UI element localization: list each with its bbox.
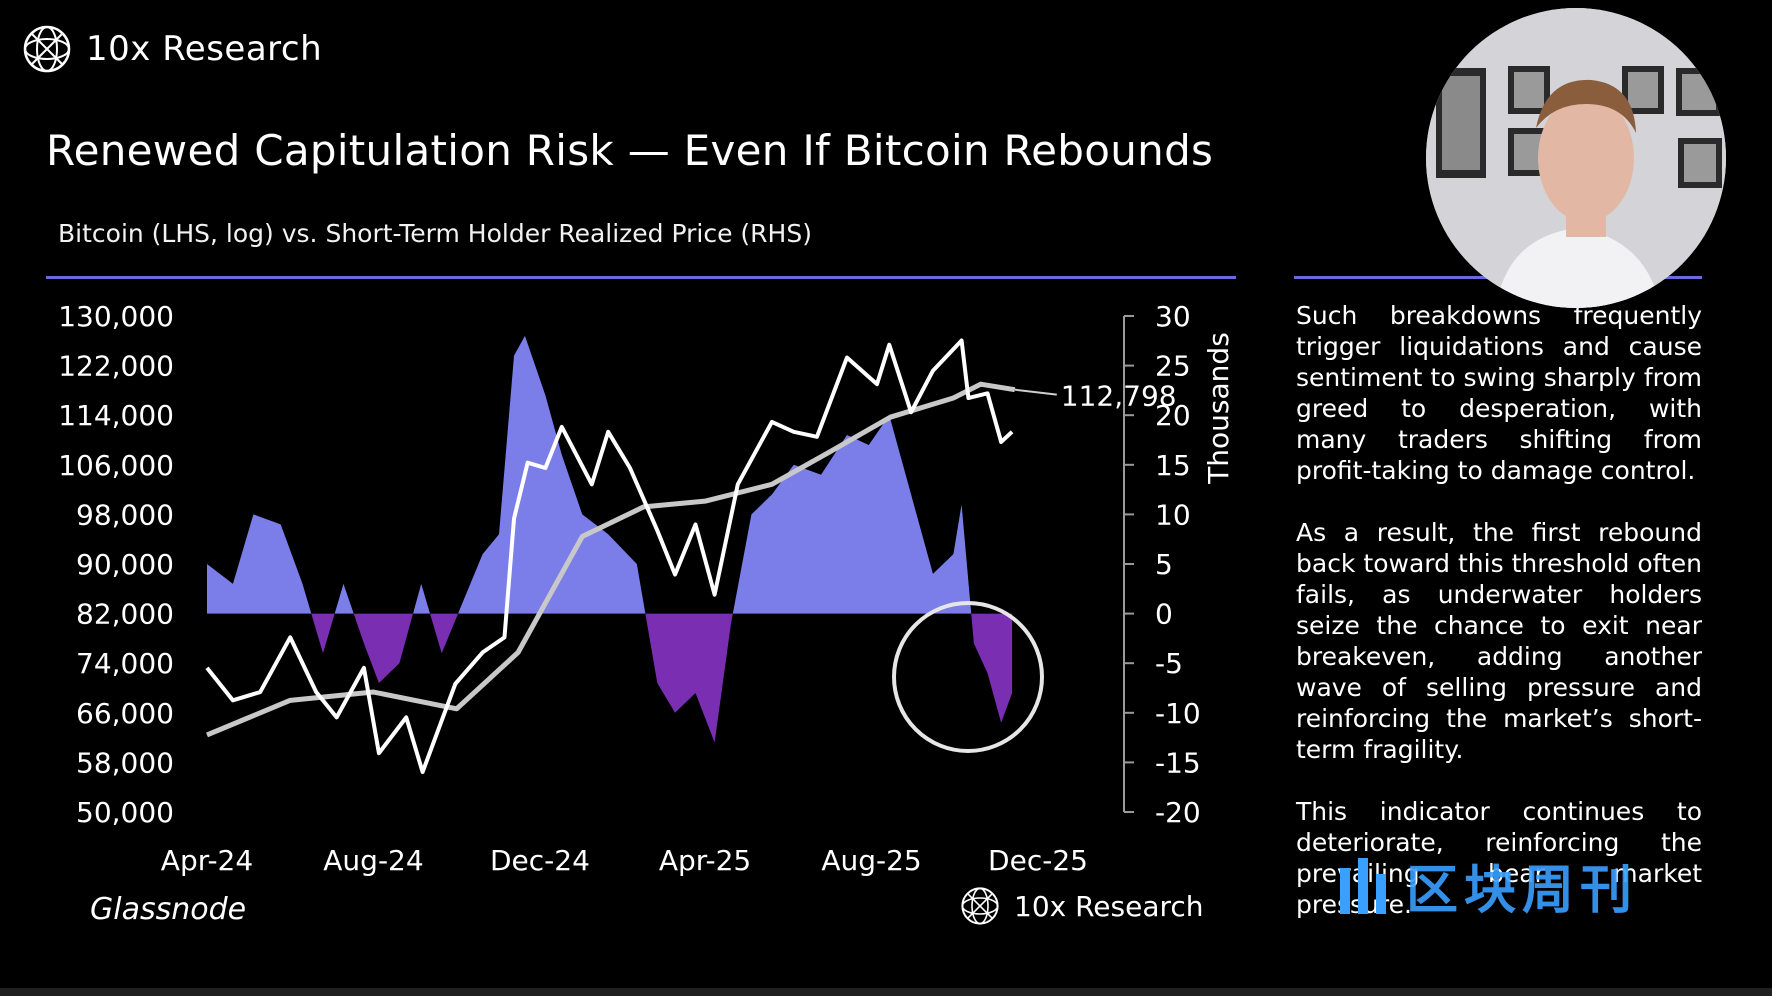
stp-area-group — [207, 335, 1013, 743]
y-right-tick-label: 30 — [1155, 300, 1191, 333]
source-label: Glassnode — [90, 892, 247, 927]
y-right-tick-label: -10 — [1155, 697, 1201, 730]
bottom-bar — [0, 988, 1772, 996]
x-tick-label: Aug-25 — [821, 844, 921, 877]
x-tick-label: Apr-24 — [161, 844, 253, 877]
divider-left — [46, 276, 1236, 279]
chart-subtitle: Bitcoin (LHS, log) vs. Short-Term Holder… — [58, 219, 812, 248]
y-left-tick-label: 122,000 — [58, 350, 174, 383]
end-value-label: 112,798 — [1061, 380, 1177, 413]
brand-name: 10x Research — [86, 29, 323, 69]
x-tick-label: Apr-25 — [659, 844, 751, 877]
y-right-tick-label: -20 — [1155, 796, 1201, 829]
y-left-tick-label: 50,000 — [76, 796, 174, 829]
y-left-tick-label: 98,000 — [76, 498, 174, 531]
y-left-tick-label: 90,000 — [76, 548, 174, 581]
footer-brand-name: 10x Research — [1014, 889, 1204, 923]
y-left-tick-label: 58,000 — [76, 746, 174, 779]
x-tick-label: Dec-25 — [988, 844, 1088, 877]
y-right-tick-label: 5 — [1155, 548, 1173, 581]
end-label-leader — [1014, 388, 1057, 396]
watermark-text: 区块周刊 — [1406, 861, 1639, 921]
presenter-video-icon — [1426, 8, 1726, 308]
watermark-logo-icon — [1340, 857, 1386, 914]
chart: 112,798 130,000 122,000 114,000 106,000 98,0… — [58, 300, 1235, 877]
y-left-tick-label: 74,000 — [76, 647, 174, 680]
realized-price-line — [206, 381, 1016, 738]
x-tick-label: Dec-24 — [490, 844, 590, 877]
commentary-paragraph: As a result, the first rebound back towa… — [1296, 518, 1702, 764]
y-left-tick-label: 106,000 — [58, 449, 174, 482]
y-right-tick-label: 15 — [1155, 449, 1191, 482]
brand-header: 10x Research — [22, 24, 322, 74]
y-right-tick-label: -5 — [1155, 647, 1183, 680]
commentary-paragraph: Such breakdowns frequently trigger liqui… — [1296, 301, 1702, 485]
y-right-tick-label: -15 — [1155, 746, 1201, 779]
y-left-tick-label: 66,000 — [76, 697, 174, 730]
price-lines-group: 112,798 — [205, 338, 1177, 775]
y-right-axis-label: Thousands — [1202, 332, 1235, 485]
commentary-panel: Such breakdowns frequently trigger liqui… — [1296, 300, 1702, 951]
highlight-circle — [892, 601, 1044, 753]
x-tick-label: Aug-24 — [323, 844, 423, 877]
presenter-webcam — [1426, 8, 1726, 308]
y-left-tick-label: 114,000 — [58, 399, 174, 432]
slide-title: Renewed Capitulation Risk — Even If Bitc… — [46, 126, 1214, 175]
watermark: 区块周刊 — [1336, 848, 1638, 923]
stp-positive-area — [207, 335, 972, 614]
globe-logo-icon — [23, 25, 71, 73]
y-right-tick-label: 10 — [1155, 498, 1191, 531]
y-left-tick-label: 82,000 — [76, 598, 174, 631]
y-right-tick-label: 25 — [1155, 350, 1191, 383]
y-right-tick-label: 0 — [1155, 598, 1173, 631]
footer-brand: 10x Research — [960, 886, 1204, 926]
y-left-tick-label: 130,000 — [58, 300, 174, 333]
bitcoin-price-line — [205, 338, 1014, 775]
y-right-tick-label: 20 — [1155, 399, 1191, 432]
globe-logo-icon — [961, 887, 999, 925]
axes-group: 130,000 122,000 114,000 106,000 98,000 90,000… — [58, 300, 1235, 877]
